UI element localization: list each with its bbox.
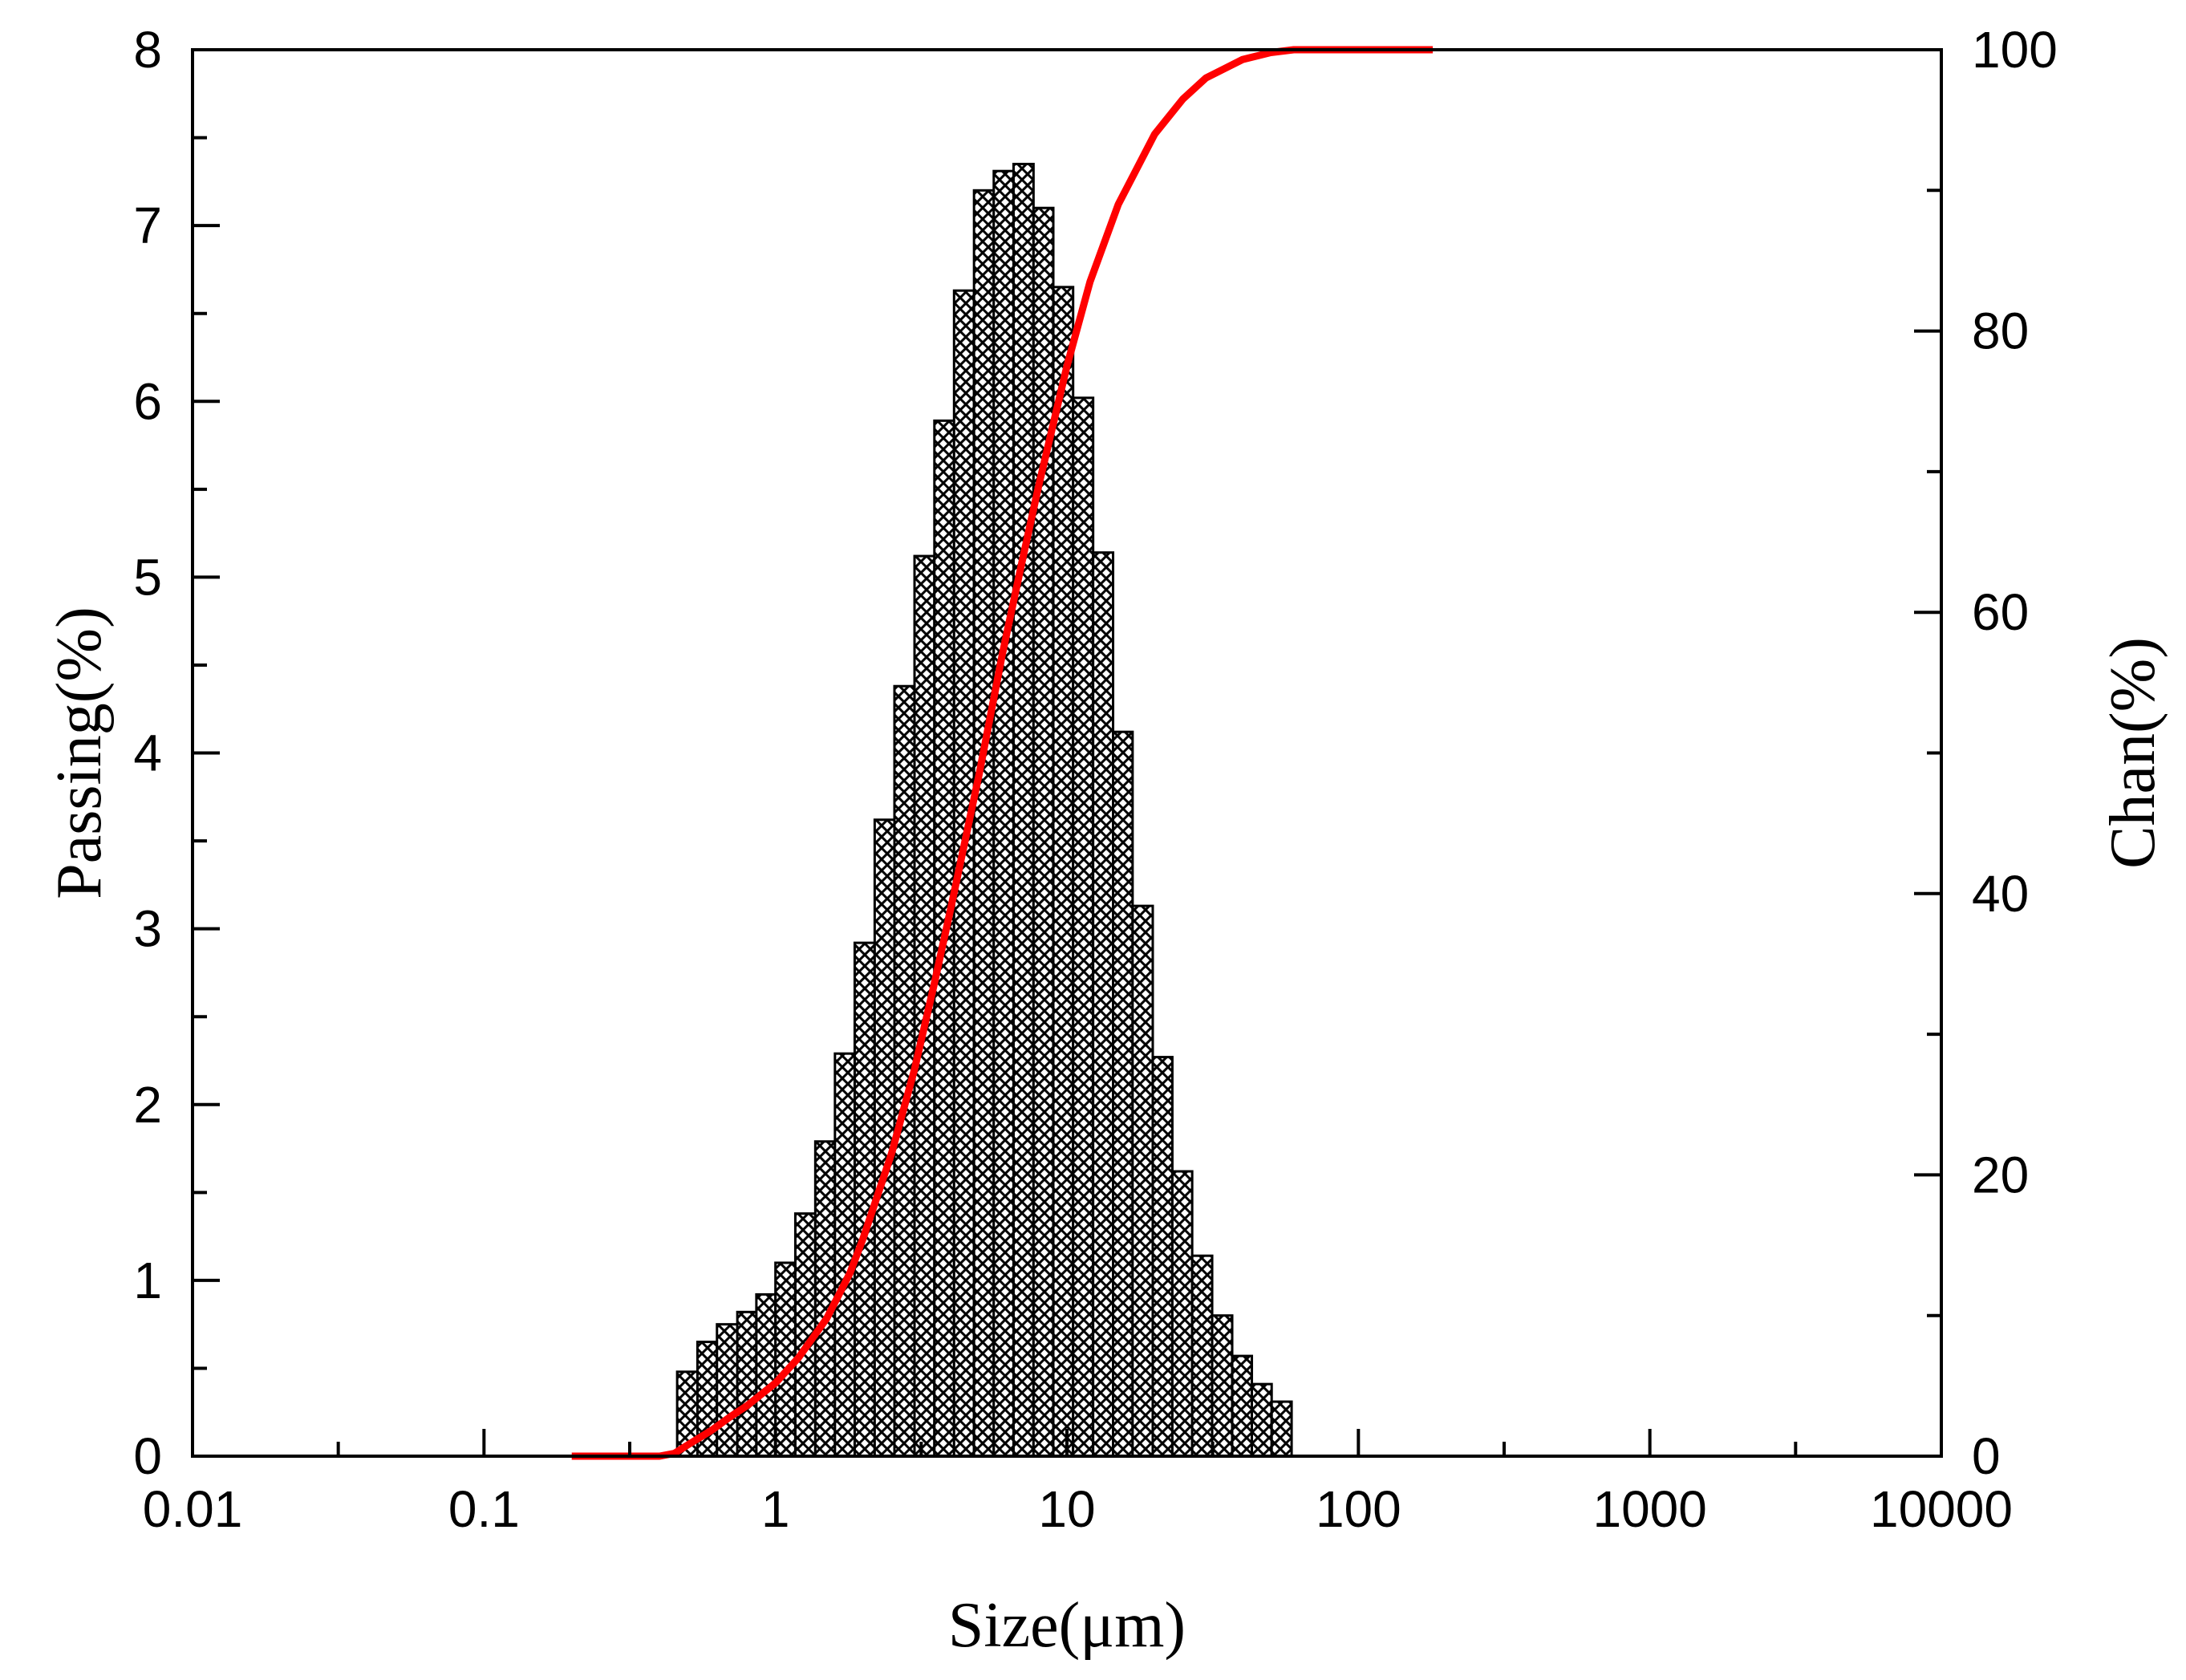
histogram-bar	[1190, 1254, 1214, 1458]
x-tick-label: 0.01	[143, 1480, 243, 1538]
histogram-bar	[833, 1052, 856, 1458]
histogram-bar	[716, 1323, 739, 1458]
y2-axis-ticks: 0 20 40 60 80 100	[1914, 21, 2058, 1485]
histogram-bars	[675, 162, 1293, 1458]
histogram-bar	[1251, 1382, 1273, 1458]
y2-tick-label: 60	[1972, 583, 2029, 641]
y2-tick-label: 40	[1972, 865, 2029, 923]
histogram-bar	[972, 189, 996, 1458]
histogram-bar	[1052, 286, 1075, 1458]
histogram-bar	[736, 1310, 758, 1458]
x-tick-label: 1	[761, 1480, 790, 1538]
y-tick-label: 0	[133, 1427, 162, 1485]
x-tick-label: 10000	[1870, 1480, 2013, 1538]
histogram-bar	[1131, 904, 1154, 1458]
histogram-bar	[1012, 162, 1035, 1458]
histogram-bar	[1231, 1354, 1254, 1458]
y-tick-label: 7	[133, 197, 162, 254]
histogram-bar	[1032, 206, 1055, 1458]
y2-tick-label: 0	[1972, 1427, 2001, 1485]
y2-tick-label: 100	[1972, 21, 2058, 79]
histogram-bar	[1112, 730, 1134, 1458]
y-tick-label: 1	[133, 1252, 162, 1309]
histogram-bar	[1151, 1056, 1174, 1458]
x-axis-ticks: 0.01 0.1 1 10 100 1000 10000	[143, 1429, 2013, 1538]
y-tick-label: 4	[133, 724, 162, 782]
histogram-bar	[1170, 1170, 1194, 1458]
histogram-bar	[873, 818, 896, 1458]
x-axis-title: Size(μm)	[948, 1590, 1186, 1661]
histogram-bar	[992, 169, 1015, 1458]
x-tick-label: 10	[1038, 1480, 1095, 1538]
y2-tick-label: 80	[1972, 302, 2029, 360]
histogram-bar	[1270, 1400, 1293, 1458]
x-tick-label: 100	[1316, 1480, 1401, 1538]
y2-tick-label: 20	[1972, 1146, 2029, 1203]
cumulative-curve	[571, 46, 1434, 1460]
histogram-bar	[1092, 551, 1115, 1458]
y-tick-label: 5	[133, 548, 162, 606]
histogram-bar	[1211, 1314, 1234, 1458]
y-axis-ticks: 0 1 2 3 4 5 6 7 8	[133, 21, 220, 1485]
y-tick-label: 2	[133, 1076, 162, 1134]
x-tick-label: 1000	[1592, 1480, 1706, 1538]
histogram-bar	[853, 941, 876, 1458]
histogram-bar	[755, 1292, 777, 1458]
y-tick-label: 6	[133, 372, 162, 430]
y-tick-label: 8	[133, 21, 162, 79]
x-tick-label: 0.1	[448, 1480, 520, 1538]
y-tick-label: 3	[133, 900, 162, 958]
histogram-bar	[813, 1140, 837, 1458]
y-axis-title: Passing(%)	[44, 607, 115, 899]
histogram-bar	[1072, 396, 1095, 1458]
y2-axis-title: Chan(%)	[2098, 637, 2168, 869]
